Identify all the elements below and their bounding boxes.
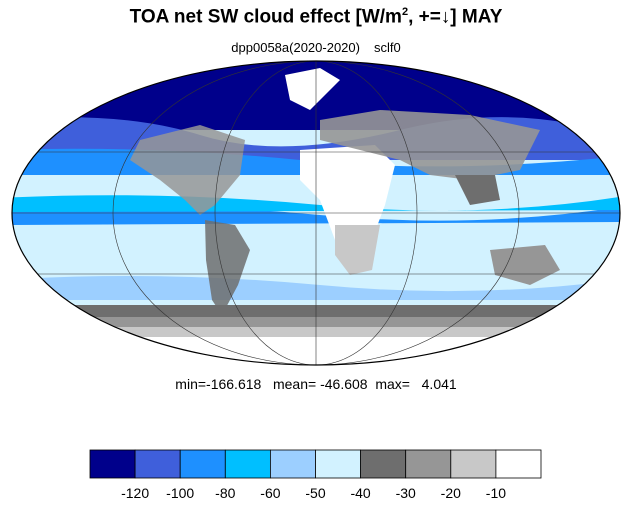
colorbar-tick-label: -20: [441, 485, 461, 501]
min-value: -166.618: [206, 376, 262, 392]
greenland: [285, 68, 340, 110]
colorbar-tick-label: -10: [486, 485, 506, 501]
colorbar-swatch: [89, 449, 136, 479]
max-label: max=: [375, 376, 410, 392]
southern-africa: [335, 225, 380, 275]
eurasia: [320, 110, 540, 180]
graticule: [12, 61, 620, 365]
colorbar-tick-label: -80: [215, 485, 235, 501]
australia: [490, 245, 560, 285]
map-border: [11, 60, 621, 366]
colorbar-swatch: [360, 449, 407, 479]
colorbar-swatch: [315, 449, 361, 479]
title-suffix: , +=↓] MAY: [408, 6, 503, 28]
variable-label: sclf0: [373, 40, 401, 55]
title-text: TOA net SW cloud effect [W/m: [129, 6, 402, 28]
colorbar-swatch: [224, 449, 271, 479]
colorbar-tick-label: -30: [396, 485, 416, 501]
colorbar-tick-label: -120: [121, 485, 149, 501]
mean-label: mean=: [272, 376, 317, 392]
colorbar-swatch: [179, 449, 226, 479]
colorbar-tick-label: -100: [166, 485, 194, 501]
tropical-band: [12, 195, 620, 212]
experiment-label: dpp0058a(2020-2020): [231, 40, 360, 55]
colorbar-swatch: [134, 449, 181, 479]
colorbar-tick-label: -50: [305, 485, 325, 501]
colorbar-swatch: [269, 449, 316, 479]
colorbar-swatch: [450, 449, 497, 479]
title-superscript: 2: [401, 6, 409, 18]
plot-subtitle: dpp0058a(2020-2020) sclf0: [0, 40, 632, 55]
colorbar-tick-label: -60: [260, 485, 280, 501]
north-america: [130, 125, 245, 215]
statistics-line: min=-166.618 mean= -46.608 max= 4.041: [0, 376, 632, 392]
colorbar-swatch: [405, 449, 452, 479]
mean-value: -46.608: [320, 376, 368, 392]
plot-title: TOA net SW cloud effect [W/m2, +=↓] MAY: [0, 6, 632, 28]
min-label: min=: [175, 376, 207, 392]
colorbar-tick-label: -40: [350, 485, 370, 501]
colorbar-swatch: [495, 449, 542, 479]
max-value: 4.041: [421, 376, 457, 392]
south-america: [205, 220, 250, 315]
south-asia: [455, 175, 500, 205]
